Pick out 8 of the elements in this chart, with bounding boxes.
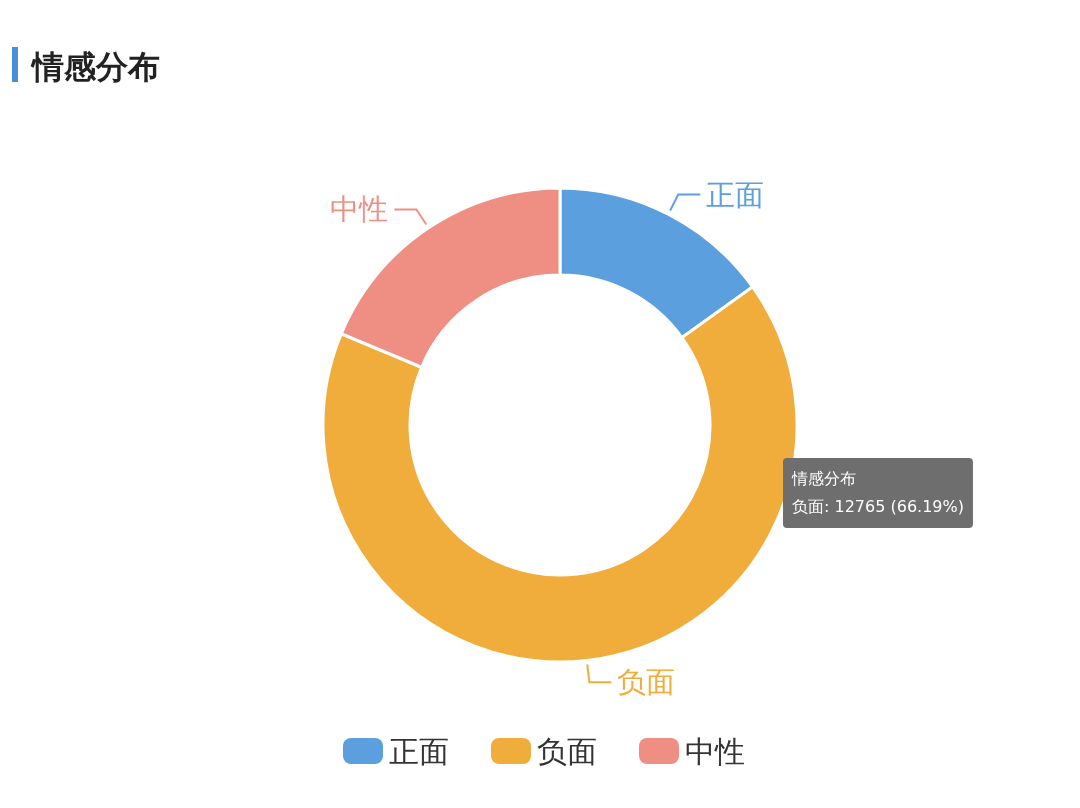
legend-label: 中性: [685, 734, 745, 769]
slice-label: 正面: [706, 177, 765, 212]
chart-title: 情感分布: [30, 48, 160, 86]
legend-label: 负面: [537, 734, 597, 769]
slice-label: 负面: [617, 665, 676, 700]
legend-label: 正面: [389, 734, 449, 769]
tooltip: 情感分布 负面: 12765 (66.19%): [783, 458, 973, 528]
slice-label: 中性: [330, 192, 389, 227]
